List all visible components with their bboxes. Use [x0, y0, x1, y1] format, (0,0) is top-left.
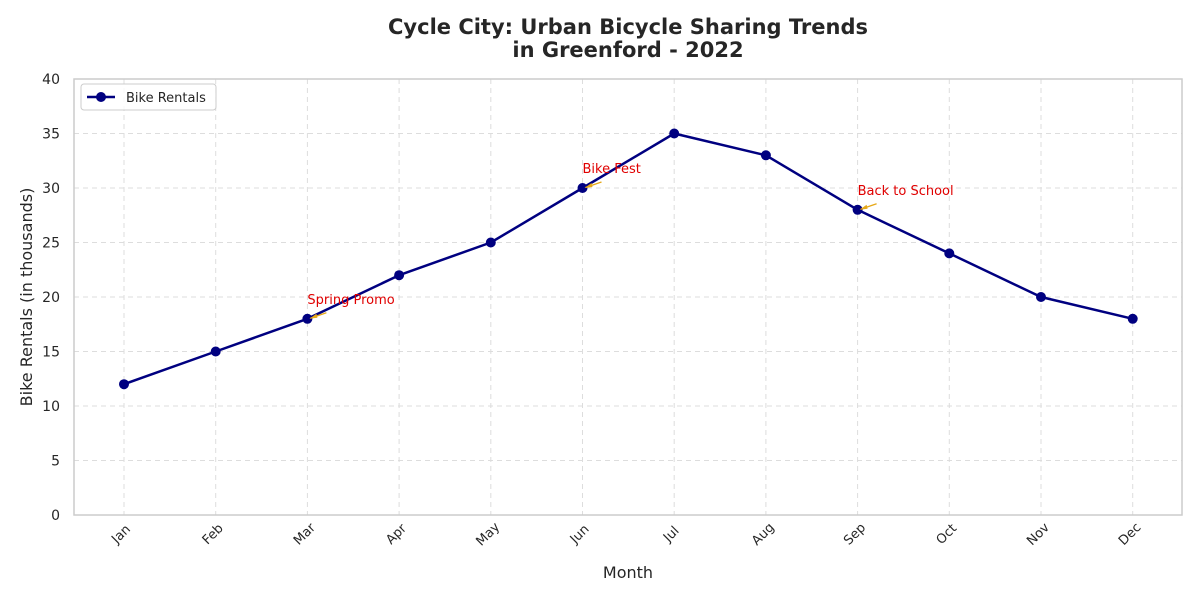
y-tick-label: 10 [42, 399, 60, 415]
data-point [119, 379, 129, 390]
x-tick-label: Sep [841, 521, 869, 549]
x-tick-label: Jun [567, 522, 593, 548]
y-tick-label: 0 [51, 508, 60, 524]
data-point [852, 204, 863, 215]
annotation-arrowhead [309, 313, 318, 319]
annotation-label: Bike Fest [583, 162, 641, 177]
grid-layer [74, 78, 1182, 516]
y-axis-ticks: 0 5 10 15 20 25 30 35 40 [42, 72, 60, 524]
data-point [394, 270, 405, 281]
axes-frame [73, 78, 1183, 516]
x-tick-label: Apr [383, 521, 410, 548]
x-tick-label: Nov [1024, 520, 1053, 549]
legend-label: Bike Rentals [126, 91, 206, 106]
series-line [123, 132, 1133, 386]
chart-legend: Bike Rentals [80, 83, 217, 111]
annotation-arrowhead [859, 204, 868, 210]
chart-title: Cycle City: Urban Bicycle Sharing Trends… [388, 15, 868, 62]
chart-title-line-2: in Greenford - 2022 [512, 38, 743, 62]
annotation-label: Back to School [858, 184, 954, 199]
chart-title-line-1: Cycle City: Urban Bicycle Sharing Trends [388, 15, 868, 39]
y-tick-label: 40 [42, 72, 60, 88]
x-tick-label: Jul [660, 524, 682, 546]
x-tick-label: Mar [291, 520, 319, 548]
plot-area-frame [73, 78, 1183, 516]
annotation-layer: Spring Promo Bike Fest Back to School [307, 162, 954, 319]
y-tick-label: 30 [42, 181, 60, 197]
x-tick-label: Dec [1116, 520, 1144, 548]
x-axis-label: Month [603, 563, 653, 582]
data-point [485, 237, 496, 248]
data-point [944, 248, 955, 259]
y-tick-label: 15 [42, 345, 60, 361]
data-point [577, 183, 588, 193]
y-tick-label: 20 [42, 290, 60, 306]
data-point [210, 346, 221, 357]
series-layer [119, 128, 1138, 390]
legend-box [80, 83, 217, 111]
x-tick-label: May [474, 520, 504, 550]
legend-marker [96, 92, 106, 102]
data-point [760, 150, 771, 161]
data-point [669, 128, 680, 139]
data-point [302, 313, 313, 324]
data-point [1127, 313, 1138, 324]
x-tick-label: Feb [200, 521, 227, 548]
x-tick-label: Aug [749, 520, 778, 549]
x-axis-ticks: Jan Feb Mar Apr May Jun Jul Aug Sep Oct Nov Dec [108, 520, 1144, 550]
annotation-label: Spring Promo [307, 293, 394, 308]
y-tick-label: 25 [42, 236, 60, 252]
x-tick-label: Oct [934, 521, 961, 548]
y-tick-label: 5 [51, 454, 60, 470]
y-tick-label: 35 [42, 127, 60, 143]
data-point [1036, 292, 1046, 302]
x-tick-label: Jan [108, 522, 133, 547]
y-axis-label: Bike Rentals (in thousands) [17, 188, 36, 407]
annotation-arrowhead [584, 183, 593, 188]
